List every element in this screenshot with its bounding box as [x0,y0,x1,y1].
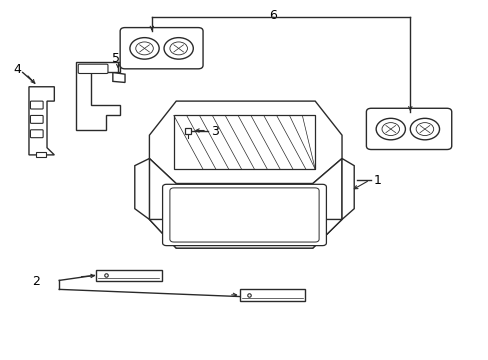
FancyBboxPatch shape [30,101,43,109]
Polygon shape [113,72,125,82]
Polygon shape [149,220,341,248]
Polygon shape [135,158,149,220]
Polygon shape [96,270,161,281]
FancyBboxPatch shape [78,64,108,73]
Polygon shape [149,158,341,248]
Polygon shape [239,289,305,301]
Polygon shape [341,158,353,220]
Polygon shape [76,62,120,130]
Text: 2: 2 [32,275,40,288]
Polygon shape [36,152,45,157]
FancyBboxPatch shape [162,184,326,246]
Text: 3: 3 [211,125,219,138]
Text: 1: 1 [373,174,381,187]
Polygon shape [149,101,341,184]
FancyBboxPatch shape [120,28,203,69]
FancyBboxPatch shape [30,116,43,123]
Text: 5: 5 [112,51,120,64]
Text: 6: 6 [268,9,276,22]
FancyBboxPatch shape [366,108,451,149]
Polygon shape [173,116,315,169]
Polygon shape [29,87,54,155]
Text: 4: 4 [13,63,20,76]
FancyBboxPatch shape [30,130,43,138]
FancyBboxPatch shape [169,188,319,242]
